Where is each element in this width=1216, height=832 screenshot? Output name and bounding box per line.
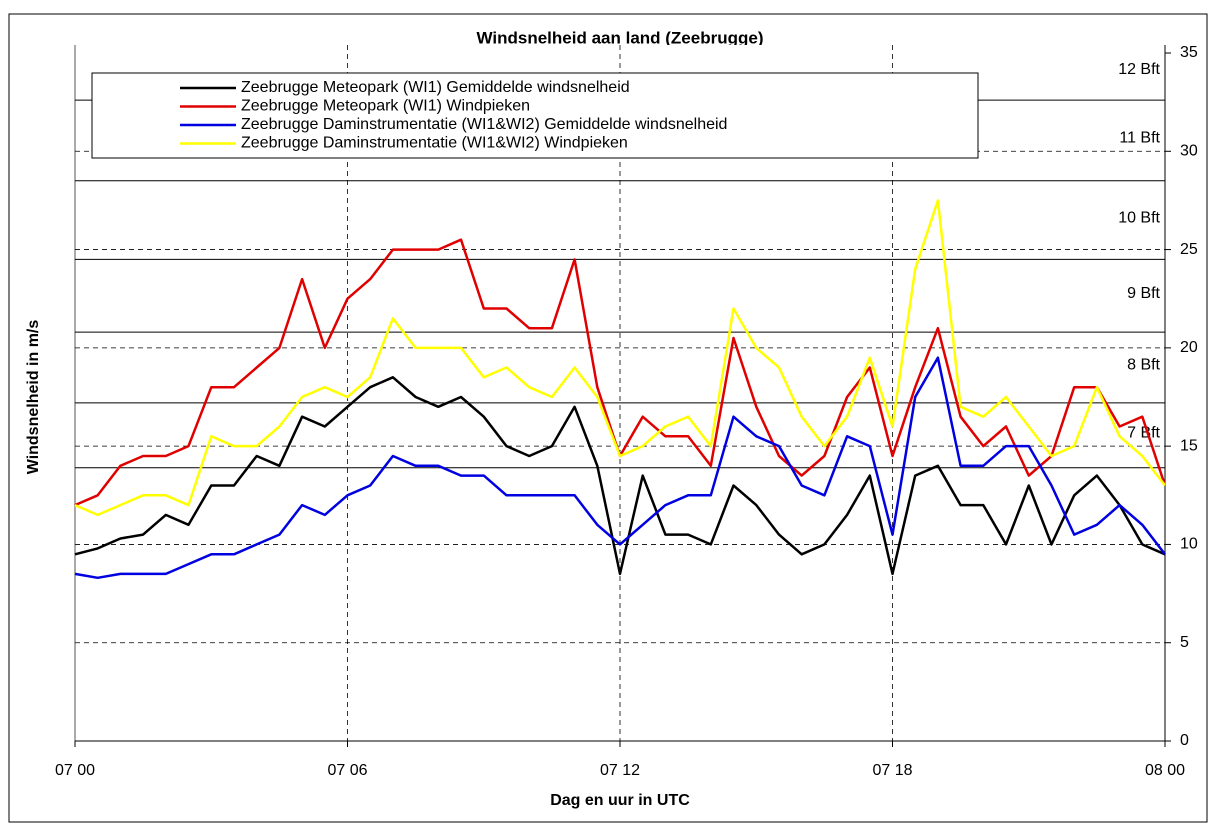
bft-label: 12 Bft bbox=[1118, 61, 1160, 78]
bft-label: 10 Bft bbox=[1118, 209, 1160, 226]
bft-label: 7 Bft bbox=[1127, 425, 1160, 442]
x-tick-label: 07 18 bbox=[872, 762, 912, 779]
legend: Zeebrugge Meteopark (WI1) Gemiddelde win… bbox=[91, 72, 979, 159]
chart-title: Windsnelheid aan land (Zeebrugge) bbox=[477, 28, 764, 47]
plot-area: 0 5 10 15 20 25 30 35 07 00 07 06 07 12 07 18 08 00 7… bbox=[55, 44, 1198, 779]
x-tick-label: 07 12 bbox=[600, 762, 640, 779]
y-tick-label: 35 bbox=[1180, 44, 1198, 61]
y-axis-label: Windsnelheid in m/s bbox=[25, 320, 42, 475]
x-tick-label: 07 00 bbox=[55, 762, 95, 779]
y-tick-label: 5 bbox=[1180, 634, 1189, 651]
y-tick-label: 25 bbox=[1180, 241, 1198, 258]
y-tick-label: 10 bbox=[1180, 536, 1198, 553]
x-tick-label: 08 00 bbox=[1145, 762, 1185, 779]
legend-label: Zeebrugge Daminstrumentatie (WI1&WI2) Ge… bbox=[241, 116, 727, 133]
legend-label: Zeebrugge Meteopark (WI1) Windpieken bbox=[241, 98, 530, 115]
y-tick-label: 0 bbox=[1180, 732, 1189, 749]
bft-label: 9 Bft bbox=[1127, 285, 1160, 302]
bft-label: 8 Bft bbox=[1127, 357, 1160, 374]
bft-label: 11 Bft bbox=[1119, 130, 1160, 147]
y-tick-label: 20 bbox=[1180, 339, 1198, 356]
series-line bbox=[74, 199, 1166, 517]
legend-box bbox=[91, 72, 979, 159]
y-tick-label: 30 bbox=[1180, 143, 1198, 160]
x-axis-label: Dag en uur in UTC bbox=[550, 792, 690, 809]
series-line bbox=[74, 356, 1166, 580]
legend-label: Zeebrugge Meteopark (WI1) Gemiddelde win… bbox=[241, 79, 630, 96]
legend-label: Zeebrugge Daminstrumentatie (WI1&WI2) Wi… bbox=[241, 135, 628, 152]
y-tick-label: 15 bbox=[1180, 437, 1198, 454]
x-tick-label: 07 06 bbox=[327, 762, 367, 779]
series-line bbox=[74, 376, 1166, 576]
